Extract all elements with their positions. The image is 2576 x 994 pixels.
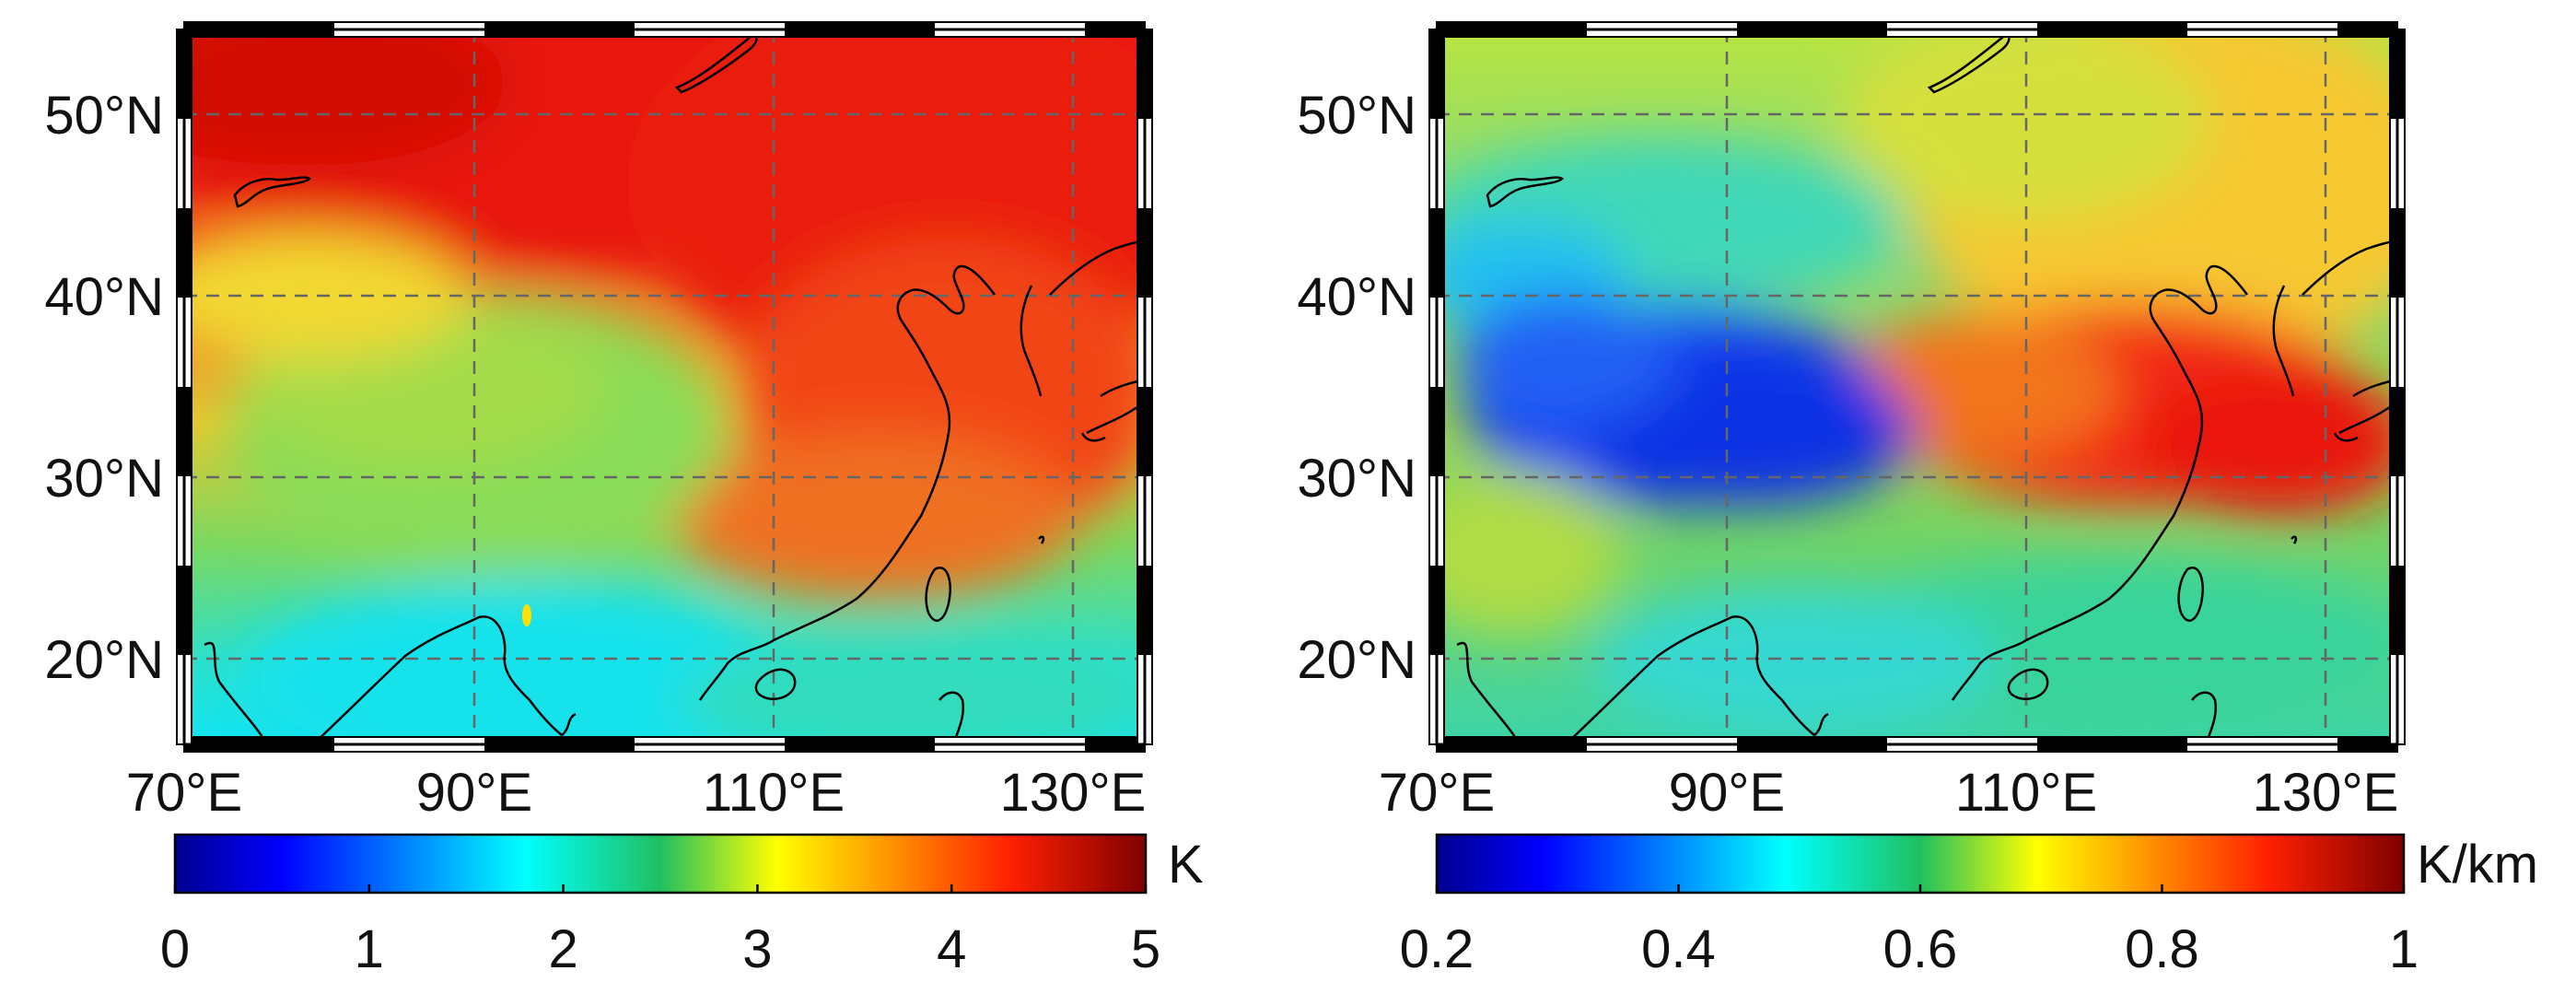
- right-lat-tick: 50°N: [1297, 86, 1416, 146]
- left-lon-tick: 110°E: [703, 763, 845, 823]
- left-colorbar-gradient: [173, 833, 1148, 895]
- right-lat-tick: 40°N: [1297, 267, 1416, 327]
- left-gridlines: [184, 29, 1145, 744]
- left-lon-ticks: 70°E 90°E 110°E 130°E: [126, 763, 1147, 823]
- right-colorbar-tick: 0.6: [1883, 919, 1958, 979]
- left-lat-ticks: 50°N 40°N 30°N 20°N: [44, 86, 164, 690]
- right-colorbar-tick: 0.2: [1400, 919, 1474, 979]
- right-lat-tick: 30°N: [1297, 449, 1416, 509]
- left-lon-tick: 130°E: [1000, 763, 1147, 823]
- right-map-panel: 50°N 40°N 30°N 20°N 70°E 90°E 110°E 130°…: [1297, 21, 2538, 979]
- right-coastlines: [1456, 34, 2399, 745]
- left-colorbar-tick: 2: [548, 919, 577, 979]
- right-lat-tick: 20°N: [1297, 630, 1416, 690]
- left-field: [184, 29, 1145, 744]
- right-lon-tick: 70°E: [1379, 763, 1495, 823]
- left-frame: [176, 21, 1153, 753]
- left-colorbar-tick: 3: [742, 919, 772, 979]
- right-lon-tick: 130°E: [2253, 763, 2399, 823]
- right-lon-tick: 110°E: [1955, 763, 2097, 823]
- right-colorbar-gradient: [1435, 833, 2406, 895]
- left-colorbar-unit: K: [1168, 835, 1204, 895]
- left-lat-tick: 30°N: [44, 449, 164, 509]
- right-colorbar-unit: K/km: [2417, 835, 2538, 895]
- right-lon-tick: 90°E: [1669, 763, 1785, 823]
- left-colorbar-tick: 5: [1131, 919, 1160, 979]
- left-map-panel: 50°N 40°N 30°N 20°N 70°E 90°E 110°E 130°…: [44, 21, 1204, 979]
- left-lat-tick: 20°N: [44, 630, 164, 690]
- right-lon-ticks: 70°E 90°E 110°E 130°E: [1379, 763, 2399, 823]
- right-colorbar-tick: 1: [2389, 919, 2419, 979]
- right-colorbar-tick: 0.8: [2125, 919, 2199, 979]
- right-colorbar-tick: 0.4: [1641, 919, 1716, 979]
- left-colorbar-tick: 1: [355, 919, 384, 979]
- right-gridlines: [1437, 29, 2397, 744]
- left-colorbar: K 0 1 2 3 4 5: [160, 833, 1204, 979]
- left-lat-tick: 50°N: [44, 86, 164, 146]
- left-lon-tick: 90°E: [416, 763, 532, 823]
- right-field: [1437, 29, 2397, 744]
- left-colorbar-tick: 0: [160, 919, 190, 979]
- left-colorbar-tick: 4: [937, 919, 966, 979]
- left-lat-tick: 40°N: [44, 267, 164, 327]
- right-lat-ticks: 50°N 40°N 30°N 20°N: [1297, 86, 1416, 690]
- right-colorbar: K/km 0.2 0.4 0.6 0.8 1: [1400, 833, 2538, 979]
- left-lon-tick: 70°E: [126, 763, 242, 823]
- right-frame: [1428, 21, 2406, 753]
